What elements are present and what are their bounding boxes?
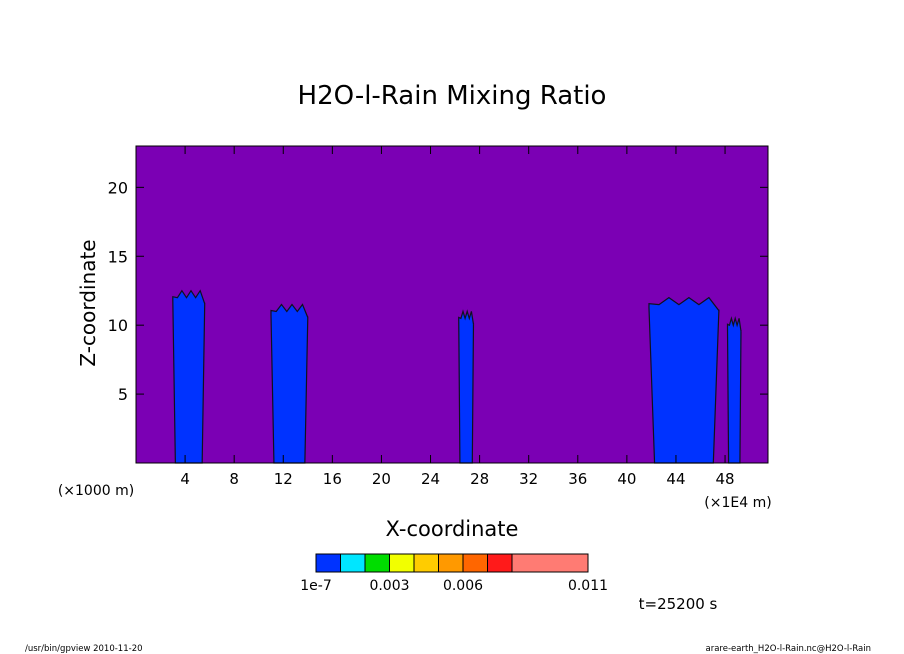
colorbar-swatch	[511, 553, 589, 573]
colorbar: 1e-7 0.003 0.006 0.011	[300, 553, 608, 594]
rain-column	[726, 316, 742, 464]
footer-right: arare-earth_H2O-l-Rain.nc@H2O-l-Rain	[706, 644, 871, 654]
x-tick-label: 16	[323, 470, 342, 488]
y-tick-label: 15	[108, 247, 128, 266]
x-axis-label: X-coordinate	[386, 517, 519, 541]
colorbar-swatch	[438, 553, 464, 573]
x-tick-label: 8	[229, 470, 239, 488]
x-unit-left: (×1000 m)	[58, 483, 134, 499]
y-tick-label: 5	[118, 385, 128, 404]
x-tick-label: 48	[716, 470, 735, 488]
colorbar-swatch	[315, 553, 341, 573]
colorbar-swatch	[413, 553, 439, 573]
footer-left: /usr/bin/gpview 2010-11-20	[25, 644, 143, 654]
x-tick-label: 4	[180, 470, 190, 488]
x-tick-label: 40	[617, 470, 636, 488]
x-tick-label: 32	[519, 470, 538, 488]
plot-frame	[135, 145, 769, 464]
colorbar-swatch	[389, 553, 415, 573]
colorbar-label: 0.006	[443, 578, 483, 594]
colorbar-swatch	[462, 553, 488, 573]
chart-title: H2O-l-Rain Mixing Ratio	[298, 81, 607, 111]
rain-column	[648, 296, 720, 464]
colorbar-swatch	[364, 553, 390, 573]
time-label: t=25200 s	[639, 595, 718, 613]
x-tick-label: 20	[372, 470, 391, 488]
y-axis-label: Z-coordinate	[76, 239, 100, 366]
colorbar-label: 0.003	[369, 578, 409, 594]
y-tick-label: 20	[108, 178, 128, 197]
rain-column	[270, 303, 309, 464]
x-tick-label: 36	[568, 470, 587, 488]
rain-column	[458, 309, 475, 464]
colorbar-label: 0.011	[568, 578, 608, 594]
colorbar-swatch	[487, 553, 513, 573]
y-tick-label: 10	[108, 316, 128, 335]
x-tick-label: 24	[421, 470, 440, 488]
colorbar-label: 1e-7	[300, 578, 331, 594]
colorbar-swatch	[340, 553, 366, 573]
x-tick-label: 12	[274, 470, 293, 488]
x-unit-right: (×1E4 m)	[704, 495, 771, 511]
rain-column	[172, 289, 206, 464]
x-tick-label: 44	[666, 470, 685, 488]
x-tick-label: 28	[470, 470, 489, 488]
